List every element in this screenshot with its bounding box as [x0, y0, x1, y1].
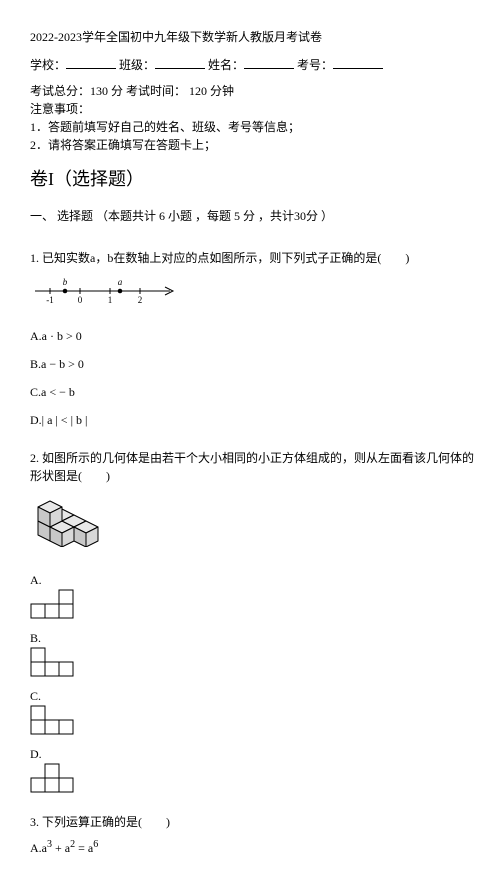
name-label: 姓名： [208, 58, 244, 72]
svg-text:-1: -1 [46, 295, 54, 303]
svg-text:1: 1 [108, 295, 113, 303]
svg-text:0: 0 [78, 295, 83, 303]
notice-2: 2．请将答案正确填写在答题卡上； [30, 136, 476, 154]
id-label: 考号： [297, 58, 333, 72]
q2-option-a: A. [30, 571, 476, 619]
q2-option-d: D. [30, 745, 476, 793]
q3a-mid2: = a [75, 841, 93, 855]
q2-iso-figure [30, 491, 476, 547]
school-blank [66, 56, 116, 69]
q2-option-c: C. [30, 687, 476, 735]
notes-block: 考试总分：130 分 考试时间： 120 分钟 注意事项： 1．答题前填写好自己… [30, 82, 476, 154]
q1-option-b: B.a − b > 0 [30, 355, 476, 373]
q2-option-a-shape [30, 589, 476, 619]
exam-title: 2022-2023学年全国初中九年级下数学新人教版月考试卷 [30, 28, 476, 46]
q3-text: 3. 下列运算正确的是( ) [30, 813, 476, 831]
notice-1: 1．答题前填写好自己的姓名、班级、考号等信息； [30, 118, 476, 136]
class-label: 班级： [119, 58, 155, 72]
svg-text:b: b [63, 277, 68, 287]
q1-text: 1. 已知实数a，b在数轴上对应的点如图所示，则下列式子正确的是( ) [30, 249, 476, 267]
q2-option-b-label: B. [30, 631, 41, 645]
notice-header: 注意事项： [30, 100, 476, 118]
subsection-1: 一、 选择题 （本题共计 6 小题 ，每题 5 分 ，共计30分 ） [30, 207, 476, 225]
q2-option-b: B. [30, 629, 476, 677]
q3a-exp3: 6 [93, 839, 98, 850]
school-label: 学校： [30, 58, 66, 72]
q2-option-b-shape [30, 647, 476, 677]
id-blank [333, 56, 383, 69]
q2-option-c-shape [30, 705, 476, 735]
q3a-pre: A.a [30, 841, 47, 855]
q2-option-d-label: D. [30, 747, 42, 761]
q2-text: 2. 如图所示的几何体是由若干个大小相同的小正方体组成的，则从左面看该几何体的形… [30, 449, 476, 485]
q2-option-d-shape [30, 763, 476, 793]
exam-meta: 考试总分：130 分 考试时间： 120 分钟 [30, 82, 476, 100]
svg-text:2: 2 [138, 295, 143, 303]
q2-option-a-label: A. [30, 573, 42, 587]
q1-option-a: A.a · b > 0 [30, 327, 476, 345]
svg-text:a: a [118, 277, 123, 287]
info-line: 学校： 班级： 姓名： 考号： [30, 56, 476, 74]
name-blank [244, 56, 294, 69]
q2-option-c-label: C. [30, 689, 41, 703]
class-blank [155, 56, 205, 69]
q1-option-d: D.| a | < | b | [30, 411, 476, 429]
q1-option-c: C.a < − b [30, 383, 476, 401]
q1-numberline: -1 0 1 2 b a [30, 273, 476, 303]
q3-option-a: A.a3 + a2 = a6 [30, 837, 476, 857]
q3a-mid: + a [52, 841, 70, 855]
section-1-header: 卷I（选择题） [30, 166, 476, 193]
